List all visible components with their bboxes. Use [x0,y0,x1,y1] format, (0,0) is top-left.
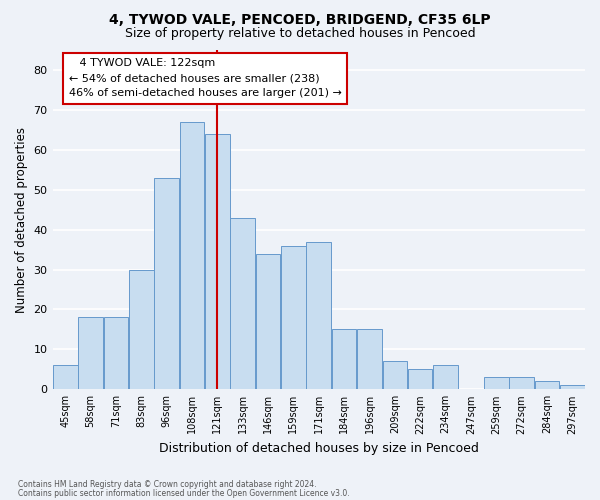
Bar [205,134,230,390]
Bar [256,254,280,390]
Bar [154,178,179,390]
Bar [179,122,204,390]
Text: Size of property relative to detached houses in Pencoed: Size of property relative to detached ho… [125,28,475,40]
Text: 4 TYWOD VALE: 122sqm   
← 54% of detached houses are smaller (238)
46% of semi-d: 4 TYWOD VALE: 122sqm ← 54% of detached h… [68,58,341,98]
Bar [509,378,534,390]
Bar [408,370,433,390]
Bar [357,330,382,390]
Bar [53,366,77,390]
Text: Contains HM Land Registry data © Crown copyright and database right 2024.: Contains HM Land Registry data © Crown c… [18,480,317,489]
Bar [535,382,559,390]
Y-axis label: Number of detached properties: Number of detached properties [15,126,28,312]
Bar [307,242,331,390]
X-axis label: Distribution of detached houses by size in Pencoed: Distribution of detached houses by size … [159,442,479,455]
Bar [230,218,255,390]
Text: Contains public sector information licensed under the Open Government Licence v3: Contains public sector information licen… [18,488,350,498]
Bar [433,366,458,390]
Bar [560,386,584,390]
Bar [281,246,306,390]
Bar [78,318,103,390]
Bar [484,378,509,390]
Bar [104,318,128,390]
Bar [129,270,154,390]
Bar [332,330,356,390]
Text: 4, TYWOD VALE, PENCOED, BRIDGEND, CF35 6LP: 4, TYWOD VALE, PENCOED, BRIDGEND, CF35 6… [109,12,491,26]
Bar [383,362,407,390]
